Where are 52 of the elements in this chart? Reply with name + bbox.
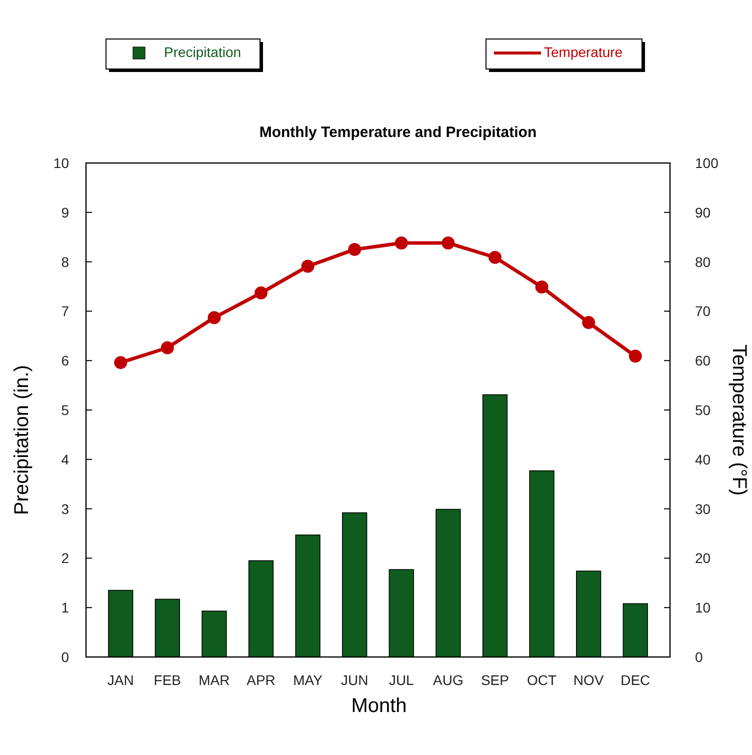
point [628,350,642,363]
y2-tick-label: 60 [695,352,711,369]
y2-tick-label: 90 [695,204,711,220]
point [348,242,362,256]
y-tick-label: 2 [61,550,70,566]
x-tick-label: MAR [198,672,230,688]
point [394,236,408,250]
point [301,260,314,273]
x-tick-label: JUN [340,672,368,688]
y2-tick-label: 40 [695,451,711,468]
y-tick-label: 4 [61,451,70,468]
point [535,280,548,294]
y2-tick-label: 80 [695,254,711,270]
y-tick-label: 8 [61,254,70,270]
chart-title: Monthly Temperature and Precipitation [259,124,537,141]
y2-tick-label: 50 [695,402,711,418]
y2-tick-label: 0 [695,649,703,665]
y2-tick-label: 20 [695,550,711,566]
legend-label: Temperature [544,44,623,60]
x-tick-label: FEB [154,672,182,688]
point [114,356,128,370]
y-tick-label: 3 [61,500,70,517]
point [488,250,502,264]
y-axis-title: Precipitation (in.) [11,364,33,516]
x-tick-label: MAY [293,672,324,688]
y-tick-label: 0 [61,649,70,665]
point [254,286,268,300]
x-tick-label: DEC [620,672,650,688]
x-tick-label: JAN [107,672,134,688]
y-tick-label: 10 [53,155,70,171]
x-tick-label: APR [246,672,276,688]
x-tick-label: OCT [527,672,557,688]
y-tick-label: 5 [61,402,70,418]
y2-axis-title: Temperature (°F) [728,344,750,496]
point [160,341,174,354]
y-tick-label: 6 [61,352,70,369]
point [442,236,455,250]
y-tick-label: 7 [61,303,70,320]
x-tick-label: SEP [480,672,509,688]
x-tick-label: AUG [433,672,464,688]
y2-tick-label: 10 [695,600,711,616]
x-tick-label: NOV [573,672,604,688]
legend-label: Precipitation [164,44,242,60]
x-tick-label: JUL [388,672,414,688]
y-tick-label: 1 [61,600,70,616]
y2-tick-label: 70 [695,303,711,320]
point [582,316,596,330]
x-axis-title: Month [351,695,407,717]
y2-tick-label: 30 [695,500,711,517]
y2-tick-label: 100 [695,155,719,171]
point [208,311,221,324]
y-tick-label: 9 [61,204,70,220]
